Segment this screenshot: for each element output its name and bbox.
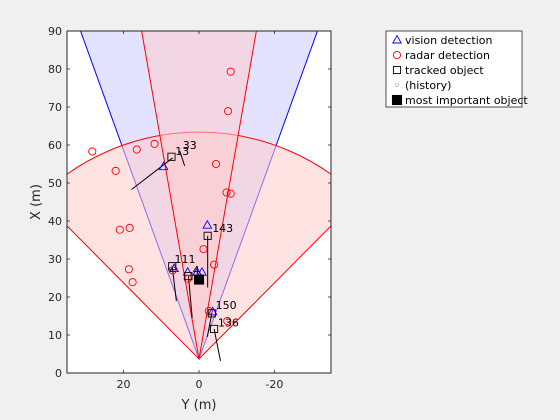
- marker-circle-15: [168, 266, 177, 275]
- radar-long-coverage: [141, 31, 257, 360]
- legend-label-0: vision detection: [405, 34, 493, 47]
- track-vector-136: [213, 328, 221, 361]
- marker-filled-square-0: [193, 274, 205, 285]
- legend-label-1: radar detection: [405, 49, 490, 62]
- marker-square-3: [184, 272, 193, 281]
- legend-marker-filled-square: [391, 94, 403, 106]
- marker-circle-18: [223, 316, 232, 325]
- y-tick-label-9: 90: [48, 25, 62, 38]
- marker-circle-13: [128, 278, 137, 287]
- track-label-136: 136: [218, 317, 239, 330]
- marker-circle-5: [111, 166, 120, 175]
- marker-circle-16: [183, 274, 192, 283]
- y-tick-label-8: 80: [48, 63, 62, 76]
- x-axis-label: Y (m): [181, 398, 217, 413]
- legend-marker-triangle: [392, 34, 402, 44]
- y-tick-label-4: 40: [48, 215, 62, 228]
- legend-label-3: (history): [405, 79, 451, 92]
- y-tick-label-5: 50: [48, 177, 62, 190]
- x-tick-label-2: -20: [265, 378, 283, 391]
- y-tick-label-0: 0: [55, 367, 62, 380]
- marker-square-5: [210, 324, 219, 333]
- legend-marker-dot: [394, 83, 399, 88]
- track-vector-33: [179, 150, 186, 167]
- marker-triangle-6: [207, 306, 218, 316]
- y-tick-label-1: 10: [48, 329, 62, 342]
- marker-circle-12: [124, 265, 133, 274]
- marker-circle-17: [204, 307, 213, 316]
- marker-circle-4: [88, 147, 97, 156]
- marker-circle-11: [199, 245, 208, 254]
- marker-square-1: [203, 231, 212, 240]
- track-label-4: 4: [193, 264, 200, 277]
- marker-triangle-1: [202, 219, 213, 229]
- track-label-33: 33: [183, 139, 197, 152]
- marker-circle-0: [226, 67, 235, 76]
- x-tick-label-0: 20: [117, 378, 131, 391]
- marker-circle-10: [125, 223, 134, 232]
- legend-marker-circle: [392, 50, 402, 60]
- marker-circle-3: [132, 145, 141, 154]
- y-tick-label-2: 20: [48, 291, 62, 304]
- x-tick-label-1: 0: [196, 378, 203, 391]
- legend-label-2: tracked object: [405, 64, 484, 77]
- track-vector-13: [131, 157, 173, 190]
- marker-circle-1: [223, 107, 233, 116]
- axis-ticks: 20 0 -20 0 10 20 30 40 50 60 70 80 90: [48, 25, 331, 391]
- marker-circle-7: [222, 188, 231, 197]
- y-tick-label-6: 60: [48, 139, 62, 152]
- legend-marker-square: [392, 65, 402, 75]
- marker-square-0: [167, 152, 176, 161]
- marker-triangle-0: [158, 161, 169, 171]
- marker-circle-2: [150, 139, 159, 148]
- legend: vision detection radar detection tracked o…: [385, 30, 528, 108]
- y-tick-label-3: 30: [48, 253, 62, 266]
- track-label-13: 13: [175, 145, 189, 158]
- track-label-150: 150: [216, 299, 237, 312]
- track-vector-4: [187, 276, 193, 318]
- coverage-areas: [67, 31, 331, 361]
- track-label-111: 111: [174, 253, 195, 266]
- legend-box: [385, 30, 523, 108]
- marker-circle-6: [211, 159, 221, 169]
- marker-square-4: [207, 309, 216, 318]
- track-vector-111: [171, 266, 177, 302]
- marker-circle-8: [226, 189, 235, 198]
- y-tick-label-7: 70: [48, 101, 62, 114]
- legend-label-4: most important object: [405, 94, 528, 107]
- marker-circle-14: [210, 260, 219, 269]
- marker-circle-9: [115, 225, 124, 234]
- marker-square-2: [168, 262, 177, 271]
- detection-markers: [88, 67, 235, 333]
- track-label-143: 143: [212, 222, 233, 235]
- y-axis-label: X (m): [29, 184, 44, 220]
